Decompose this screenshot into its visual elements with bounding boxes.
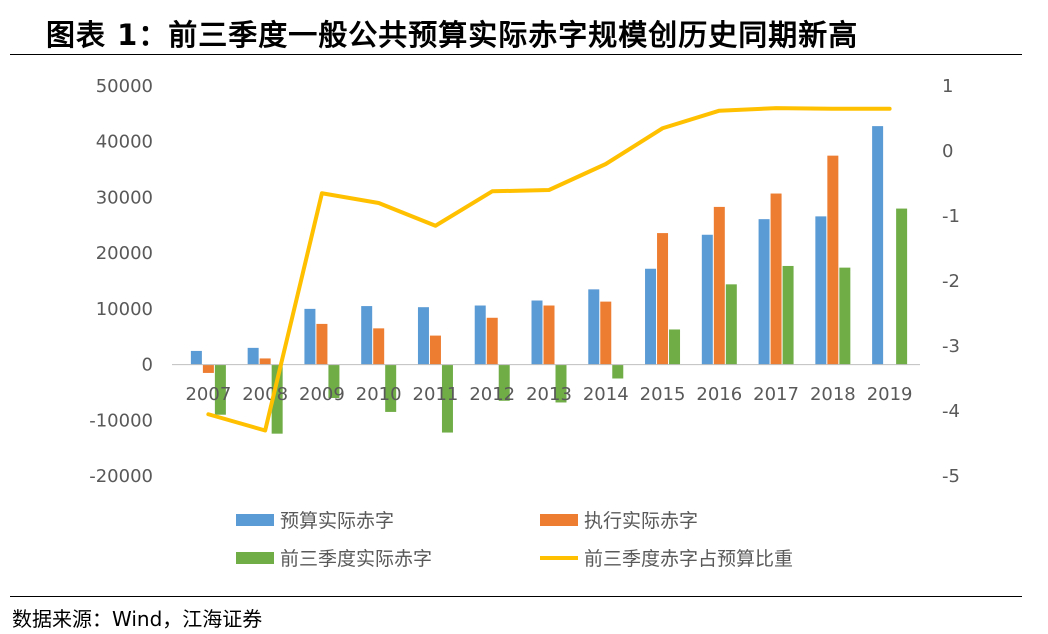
y-left-tick-label: 20000 bbox=[96, 243, 153, 264]
title-divider bbox=[10, 54, 1022, 55]
y-right-tick-label: -4 bbox=[942, 401, 960, 422]
x-tick-label: 2009 bbox=[299, 384, 345, 405]
line-point bbox=[661, 126, 665, 130]
bars-layer bbox=[190, 126, 908, 434]
bar-mark bbox=[441, 364, 453, 433]
y-left-tick-label: 30000 bbox=[96, 187, 153, 208]
x-tick-label: 2016 bbox=[696, 384, 742, 405]
line-point bbox=[888, 107, 892, 111]
bar-mark bbox=[429, 335, 441, 365]
y-left-tick-label: 0 bbox=[142, 355, 153, 376]
bar-mark bbox=[588, 289, 600, 365]
bar-mark bbox=[669, 329, 681, 365]
x-tick-label: 2011 bbox=[413, 384, 459, 405]
source-divider bbox=[10, 596, 1022, 597]
line-point bbox=[320, 191, 324, 195]
line-point bbox=[604, 162, 608, 166]
bar-mark bbox=[271, 364, 283, 434]
bar-mark bbox=[304, 308, 316, 365]
line-point bbox=[774, 106, 778, 110]
bar-mark bbox=[531, 300, 543, 365]
line-point bbox=[433, 224, 437, 228]
combo-chart: -20000 -10000 0 10000 20000 30000 40000 50000 -5… bbox=[89, 76, 960, 570]
bar-mark bbox=[758, 219, 770, 365]
bar-mark bbox=[657, 233, 669, 365]
bar-mark bbox=[328, 364, 340, 398]
legend-label: 预算实际赤字 bbox=[280, 510, 394, 532]
bar-mark bbox=[385, 364, 397, 412]
line-layer bbox=[206, 106, 892, 433]
x-tick-label: 2013 bbox=[526, 384, 572, 405]
bar-mark bbox=[782, 265, 794, 365]
bar-mark bbox=[713, 206, 725, 365]
x-tick-label: 2019 bbox=[867, 384, 913, 405]
line-point bbox=[377, 201, 381, 205]
bar-mark bbox=[600, 301, 612, 365]
y-right-tick-label: -1 bbox=[942, 206, 960, 227]
x-tick-label: 2014 bbox=[583, 384, 629, 405]
bar-mark bbox=[498, 364, 510, 401]
x-tick-label: 2012 bbox=[469, 384, 515, 405]
x-tick-label: 2015 bbox=[640, 384, 686, 405]
bar-mark bbox=[645, 268, 657, 365]
bar-mark bbox=[827, 155, 839, 365]
bar-mark bbox=[815, 216, 827, 365]
bar-mark bbox=[202, 364, 214, 373]
bar-mark bbox=[474, 305, 486, 365]
bar-mark bbox=[701, 234, 713, 365]
x-tick-label: 2010 bbox=[356, 384, 402, 405]
chart-title: 图表 1：前三季度一般公共预算实际赤字规模创历史同期新高 bbox=[46, 18, 859, 52]
bar-mark bbox=[417, 307, 429, 365]
bar-mark bbox=[872, 126, 884, 365]
bar-mark bbox=[361, 306, 373, 365]
y-left-tick-label: -20000 bbox=[89, 466, 153, 487]
bar-mark bbox=[214, 364, 226, 415]
legend-swatch bbox=[236, 552, 274, 564]
line-point bbox=[490, 189, 494, 193]
bar-mark bbox=[373, 328, 385, 365]
source-note: 数据来源：Wind，江海证券 bbox=[12, 607, 263, 631]
legend-swatch bbox=[540, 514, 578, 526]
bar-mark bbox=[770, 193, 782, 365]
bar-mark bbox=[896, 208, 908, 365]
y-left-tick-label: 40000 bbox=[96, 132, 153, 153]
y-left-tick-label: -10000 bbox=[89, 410, 153, 431]
legend-label: 前三季度实际赤字 bbox=[280, 548, 432, 570]
line-point bbox=[831, 107, 835, 111]
line-point bbox=[547, 188, 551, 192]
y-right-tick-label: 0 bbox=[942, 141, 953, 162]
x-tick-label: 2007 bbox=[185, 384, 231, 405]
line-point bbox=[717, 109, 721, 113]
legend-label: 执行实际赤字 bbox=[584, 510, 698, 532]
y-left-tick-label: 10000 bbox=[96, 299, 153, 320]
bar-mark bbox=[555, 364, 567, 403]
bar-mark bbox=[247, 347, 259, 365]
line-point bbox=[263, 429, 267, 432]
x-tick-label: 2018 bbox=[810, 384, 856, 405]
bar-mark bbox=[316, 323, 328, 365]
y-right-tick-label: -5 bbox=[942, 466, 960, 487]
bar-mark bbox=[486, 317, 498, 365]
bar-mark bbox=[612, 364, 624, 379]
y-right-tick-label: -2 bbox=[942, 271, 960, 292]
bar-mark bbox=[190, 350, 202, 365]
bar-mark bbox=[259, 358, 271, 365]
bar-mark bbox=[839, 267, 851, 365]
legend-label: 前三季度赤字占预算比重 bbox=[584, 548, 793, 570]
bar-mark bbox=[543, 305, 555, 365]
x-tick-label: 2008 bbox=[242, 384, 288, 405]
legend-swatch bbox=[236, 514, 274, 526]
y-left-tick-label: 50000 bbox=[96, 76, 153, 97]
axis-layer: -20000 -10000 0 10000 20000 30000 40000 50000 -5… bbox=[89, 76, 960, 487]
y-right-tick-label: 1 bbox=[942, 76, 953, 97]
line-point bbox=[206, 412, 210, 416]
y-right-tick-label: -3 bbox=[942, 336, 960, 357]
x-tick-label: 2017 bbox=[753, 384, 799, 405]
bar-mark bbox=[725, 284, 737, 365]
